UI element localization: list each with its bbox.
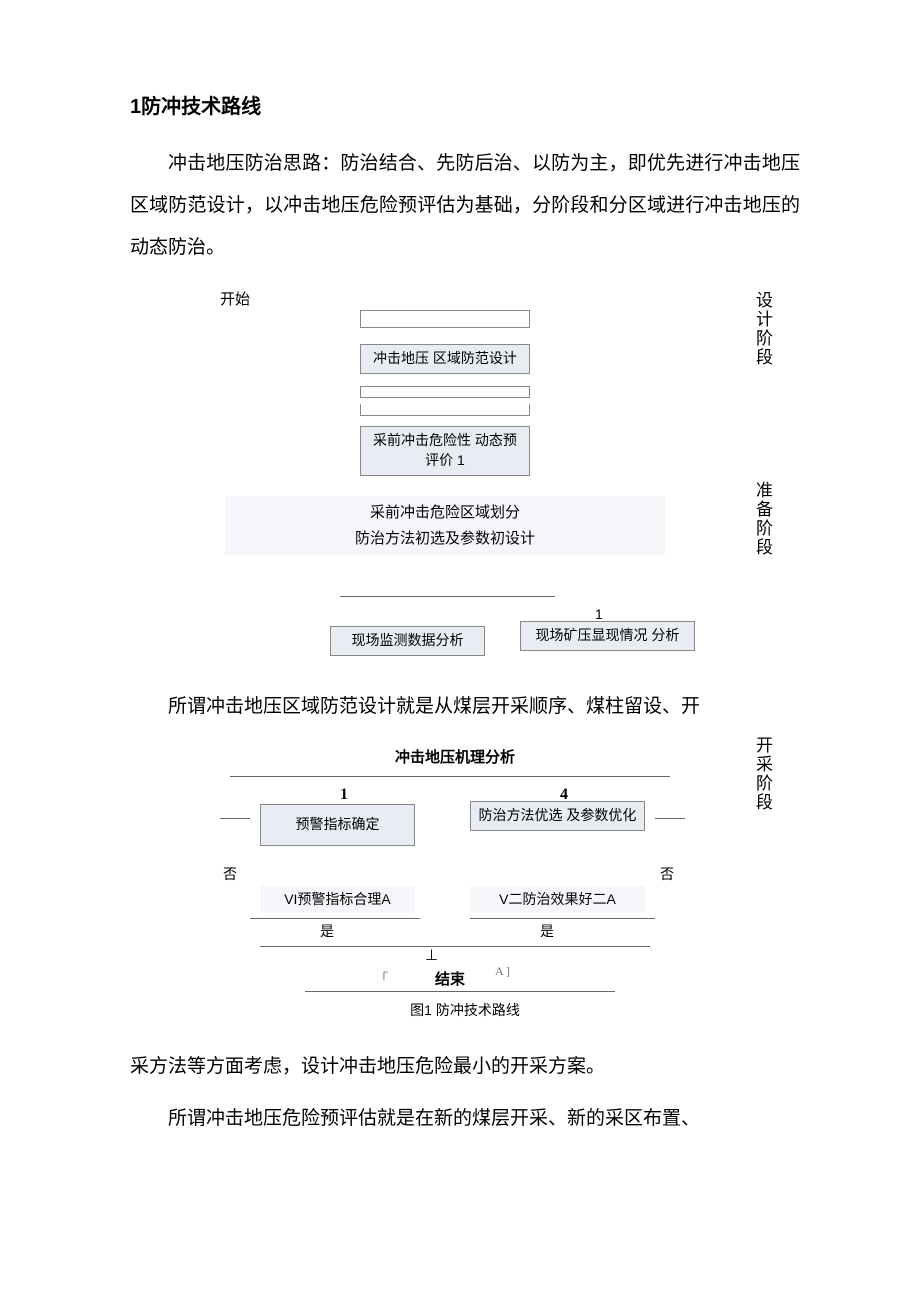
paragraph-intro: 冲击地压防治思路：防治结合、先防后治、以防为主，即优先进行冲击地压区域防范设计，… <box>130 143 800 268</box>
flowA-connector-1 <box>340 596 555 597</box>
flowB-connector-left <box>220 818 250 819</box>
flowB-title: 冲击地压机理分析 <box>360 746 550 767</box>
section-heading: 1防冲技术路线 <box>130 90 800 119</box>
flowA-spacer-1 <box>360 310 530 328</box>
flowB-perp-symbol: ⊥ <box>425 946 438 965</box>
flowB-rule-under-right <box>470 918 655 919</box>
flowB-label-yes-right: 是 <box>540 921 554 941</box>
flowA-spacer-2 <box>360 386 530 398</box>
flowB-decision-index-ok: VI预警指标合理A <box>260 886 415 913</box>
flowB-bracket-left: 「 <box>375 968 388 987</box>
flowB-num-1: 1 <box>340 786 348 804</box>
flow-start-label: 开始 <box>220 288 250 309</box>
flowA-node-region-design: 冲击地压 区域防范设计 <box>360 344 530 374</box>
flowA-spacer-3 <box>360 404 530 416</box>
flowA-node-zoning: 采前冲击危险区域划分 防治方法初选及参数初设计 <box>225 496 665 555</box>
flowB-decision-effect-ok: V二防治效果好二A <box>470 886 645 913</box>
flowB-label-no-left: 否 <box>223 864 237 884</box>
flowA-node-pressure: 现场矿压显现情况 分析 <box>520 621 695 651</box>
flowB-rule-under-left <box>250 918 420 919</box>
flowB-label-no-right: 否 <box>660 864 674 884</box>
stage-label-prep: 准备阶段 <box>750 481 775 557</box>
flowB-connector-bottom <box>305 991 615 992</box>
flowchart-lower: 开采阶段 冲击地压机理分析 1 4 预警指标确定 防治方法优选 及参数优化 否 … <box>165 746 765 1046</box>
flowB-label-yes-left: 是 <box>320 921 334 941</box>
paragraph-after-1: 采方法等方面考虑，设计冲击地压危险最小的开采方案。 <box>130 1046 800 1088</box>
paragraph-after-2: 所谓冲击地压危险预评估就是在新的煤层开采、新的采区布置、 <box>130 1098 800 1140</box>
flowA-node-monitor: 现场监测数据分析 <box>330 626 485 656</box>
flowA-node-pre-eval: 采前冲击危险性 动态预评价 1 <box>360 426 530 475</box>
flowchart-upper: 开始 设计阶段 准备阶段 冲击地压 区域防范设计 采前冲击危险性 动态预评价 1… <box>165 286 765 706</box>
stage-label-design: 设计阶段 <box>750 291 775 367</box>
flowB-node-warning-index: 预警指标确定 <box>260 804 415 846</box>
flowB-node-method-optimize: 防治方法优选 及参数优化 <box>470 801 645 831</box>
flowB-bracket-right: A ] <box>495 964 510 979</box>
flowB-connector-top <box>230 776 670 777</box>
flowA-branch-num: 1 <box>595 606 615 622</box>
flowB-connector-merge <box>260 946 650 947</box>
flowB-end-label: 结束 <box>390 968 510 989</box>
figure-caption: 图1 防冲技术路线 <box>165 1000 765 1020</box>
flowB-connector-right <box>655 818 685 819</box>
